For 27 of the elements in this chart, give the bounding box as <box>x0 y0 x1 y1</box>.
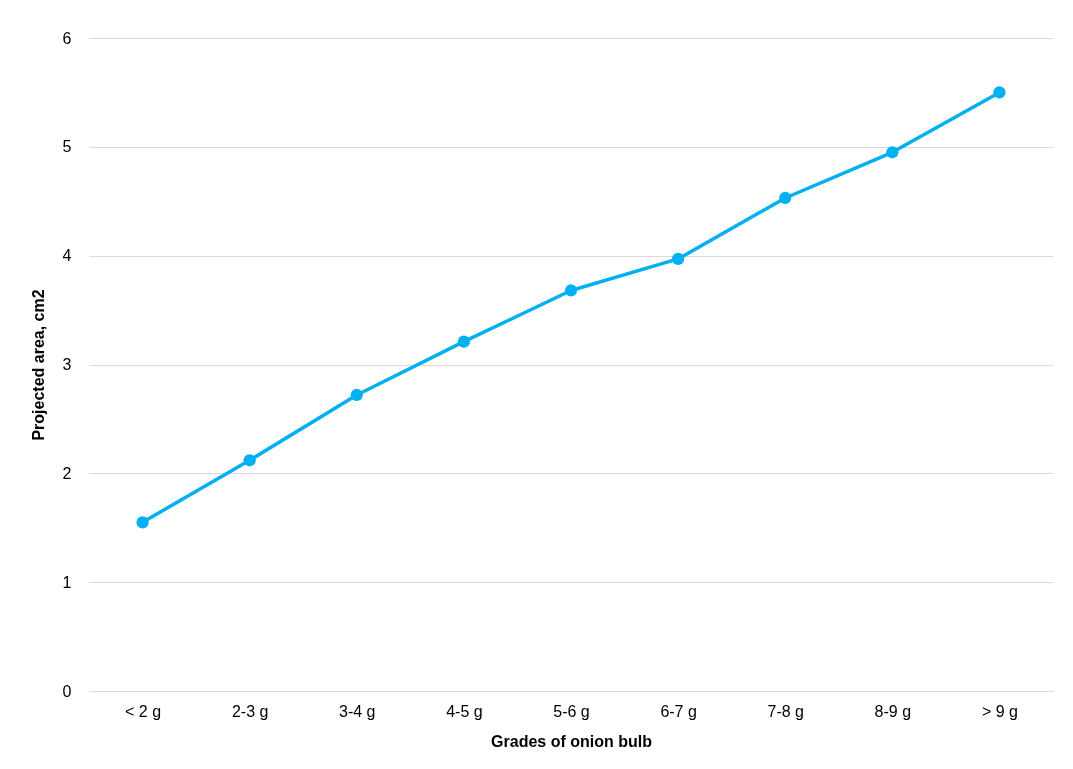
x-tick-label: 6-7 g <box>660 702 697 720</box>
point <box>457 335 471 348</box>
x-axis-title: Grades of onion bulb <box>491 732 653 750</box>
point <box>564 284 578 297</box>
y-tick-label: 0 <box>62 682 72 700</box>
x-tick-label: 7-8 g <box>767 702 804 720</box>
x-tick-label: 5-6 g <box>553 702 590 720</box>
y-tick-label: 2 <box>62 464 72 482</box>
x-tick-label: > 9 g <box>981 702 1018 720</box>
point <box>671 252 685 266</box>
point <box>136 516 149 529</box>
point <box>779 191 792 205</box>
x-tick-label: 8-9 g <box>874 702 912 720</box>
y-tick-label: 3 <box>62 356 72 373</box>
x-tick-label: 2-3 g <box>231 702 269 720</box>
point <box>243 454 256 467</box>
y-tick-label: 1 <box>62 573 72 591</box>
point <box>350 388 363 402</box>
y-tick-label: 4 <box>62 247 72 265</box>
y-tick-label: 5 <box>62 138 72 156</box>
y-axis-title: Projected area, cm2 <box>29 289 47 441</box>
x-tick-label: 4-5 g <box>446 702 483 720</box>
y-tick-label: 6 <box>62 29 72 47</box>
point <box>886 146 899 159</box>
x-tick-label: 3-4 g <box>339 702 376 720</box>
x-tick-label: < 2 g <box>125 702 162 720</box>
point <box>993 86 1006 99</box>
